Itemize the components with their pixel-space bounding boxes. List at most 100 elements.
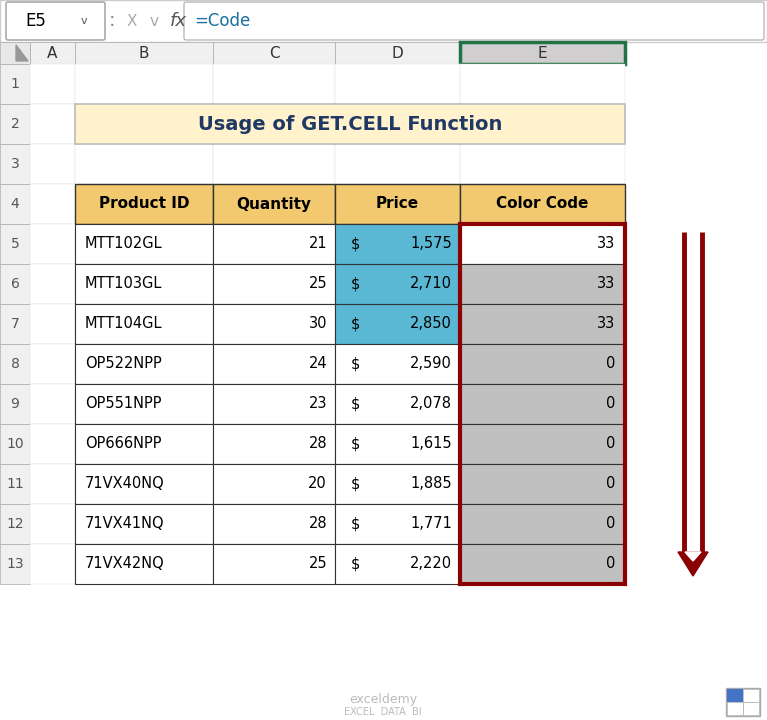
Text: =Code: =Code [194,12,250,30]
Text: Price: Price [376,197,419,212]
Text: 2,078: 2,078 [410,397,452,412]
Text: 12: 12 [6,517,24,531]
Text: $: $ [351,516,360,531]
Bar [460,464,625,504]
Text: OP551NPP: OP551NPP [85,397,162,412]
Bar [0,224,30,264]
Bar [213,304,335,344]
Text: 2,220: 2,220 [410,557,452,572]
Text: 0: 0 [606,356,615,372]
Bar [335,304,460,344]
Text: $: $ [351,356,360,372]
Bar [0,544,30,584]
Bar [726,688,760,716]
Bar [335,184,460,224]
Bar [0,64,30,104]
Text: 0: 0 [606,516,615,531]
Text: MTT103GL: MTT103GL [85,276,163,292]
Text: v: v [150,14,159,29]
Text: 7: 7 [11,317,19,331]
Text: C: C [268,45,279,60]
Bar [30,224,75,264]
Bar [213,64,335,104]
Bar [0,0,767,42]
Bar [75,544,213,584]
Text: $: $ [351,276,360,292]
Text: D: D [392,45,403,60]
Text: OP666NPP: OP666NPP [85,436,162,451]
Text: X: X [127,14,137,29]
Text: $: $ [351,557,360,572]
Text: 0: 0 [606,477,615,492]
Text: $: $ [351,436,360,451]
Text: OP522NPP: OP522NPP [85,356,162,372]
Text: $: $ [351,477,360,492]
Bar [75,384,213,424]
Text: 28: 28 [308,516,327,531]
Bar [30,144,75,184]
Text: 25: 25 [308,557,327,572]
Bar [460,224,625,264]
Bar [30,42,75,64]
Bar [30,304,75,344]
Text: 71VX42NQ: 71VX42NQ [85,557,165,572]
Text: :: : [109,12,115,30]
Bar [213,224,335,264]
Bar [460,144,625,184]
Bar [0,104,30,144]
Bar [213,544,335,584]
Text: 0: 0 [606,397,615,412]
Bar [727,689,743,702]
Bar [213,264,335,304]
Polygon shape [678,552,708,576]
Bar [75,304,213,344]
Bar [0,384,30,424]
Bar [30,104,75,144]
Text: 24: 24 [308,356,327,372]
Text: Product ID: Product ID [99,197,189,212]
Bar [335,384,460,424]
Text: 11: 11 [6,477,24,491]
Text: 30: 30 [308,317,327,331]
Bar [0,264,30,304]
Bar [460,264,625,304]
Polygon shape [16,45,28,61]
Bar [460,304,625,344]
Bar [30,344,75,384]
Text: 13: 13 [6,557,24,571]
Bar [335,64,460,104]
Bar [75,344,213,384]
Bar [75,64,213,104]
Bar [0,464,30,504]
Bar [213,184,335,224]
Bar [30,424,75,464]
Text: 33: 33 [597,317,615,331]
Bar [75,184,213,224]
Text: B: B [139,45,150,60]
Bar [0,304,30,344]
Text: 2: 2 [11,117,19,131]
Bar [0,344,30,384]
Text: A: A [48,45,58,60]
Text: 2,710: 2,710 [410,276,452,292]
Text: 0: 0 [606,436,615,451]
Bar [0,144,30,184]
Bar [75,264,213,304]
Bar [213,42,335,64]
Bar [460,504,625,544]
Text: 8: 8 [11,357,19,371]
Bar [460,42,625,64]
Text: 10: 10 [6,437,24,451]
Text: 1,771: 1,771 [410,516,452,531]
Text: 1,575: 1,575 [410,236,452,251]
Bar [460,64,625,104]
Bar [30,464,75,504]
Bar [335,464,460,504]
Text: Color Code: Color Code [496,197,589,212]
Text: E: E [538,45,548,60]
Text: 33: 33 [597,236,615,251]
Bar [0,504,30,544]
Bar [335,42,460,64]
FancyBboxPatch shape [6,2,105,40]
Bar [743,702,759,715]
